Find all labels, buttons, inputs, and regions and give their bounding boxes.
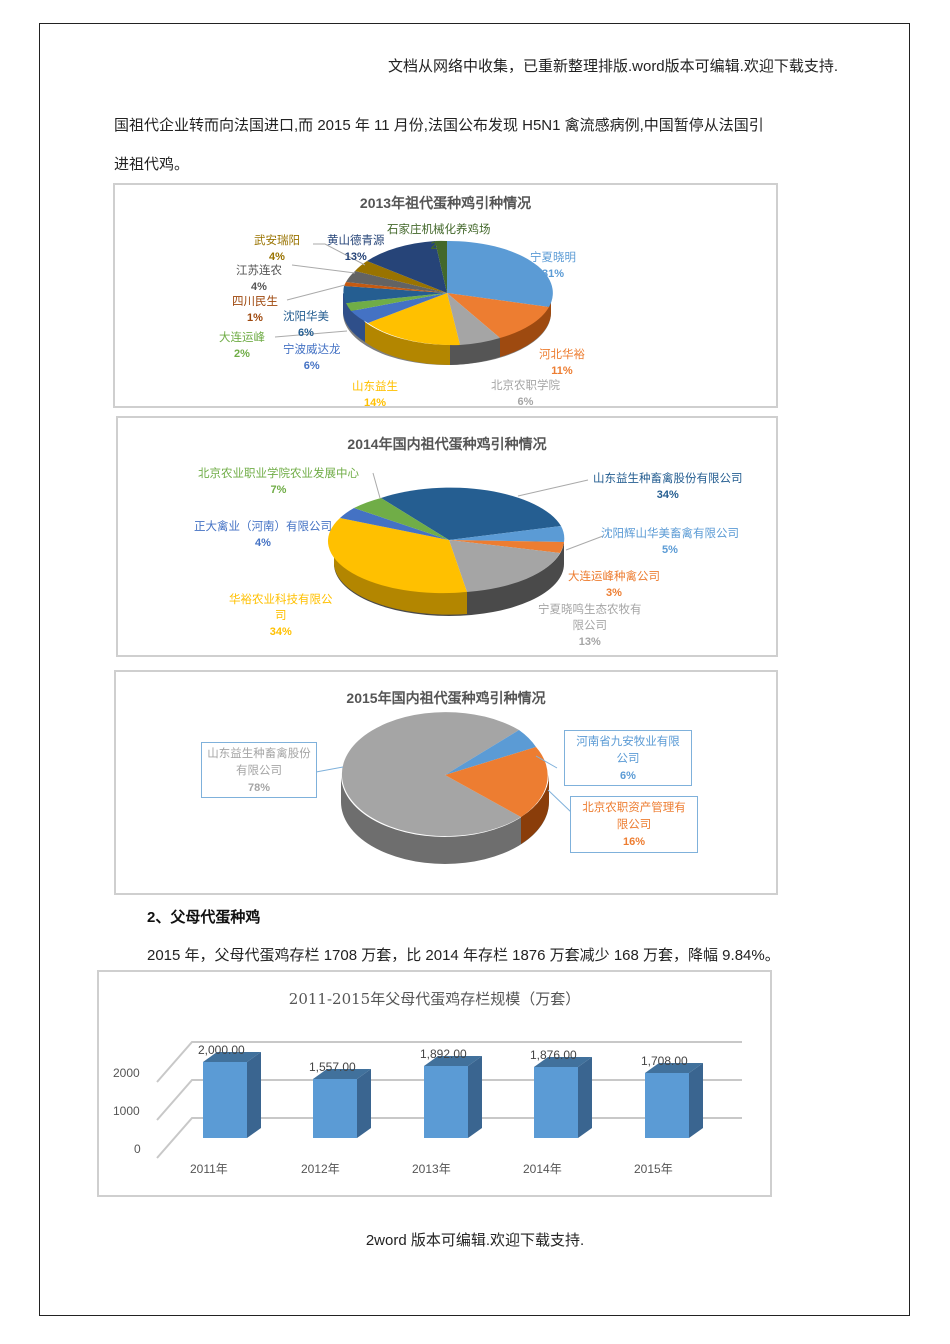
pie-label: 华裕农业科技有限公司 34% bbox=[229, 594, 333, 638]
pie-label: 武安瑞阳 4% bbox=[254, 235, 300, 263]
pie-label: 正大禽业（河南）有限公司 4% bbox=[194, 521, 332, 549]
footer-note: 2word 版本可编辑.欢迎下载支持. bbox=[365, 1232, 585, 1249]
pie-chart-2014: 2014年国内祖代蛋种鸡引种情况 北京农业职业学院农业发展中心 7% 正大禽业（河… bbox=[116, 416, 778, 657]
y-tick: 0 bbox=[134, 1142, 141, 1156]
pie-graphic bbox=[327, 472, 604, 616]
pie-label: 宁波威达龙 6% bbox=[283, 344, 341, 372]
pie-callout: 北京农职资产管理有 限公司 16% bbox=[570, 796, 698, 853]
pie-label: 石家庄机械化养鸡场 2% bbox=[387, 224, 491, 252]
pie-label: 宁夏晓明 31% bbox=[530, 252, 576, 280]
pie-label: 黄山德青源 13% bbox=[327, 235, 385, 263]
pie-label: 沈阳辉山华美畜禽有限公司 5% bbox=[601, 528, 739, 556]
pie-callout: 山东益生种畜禽股份 有限公司 78% bbox=[201, 742, 317, 798]
pie-label: 四川民生 1% bbox=[232, 296, 278, 324]
bar-value: 2,000.00 bbox=[198, 1043, 245, 1057]
pie-label: 河北华裕 11% bbox=[539, 349, 585, 377]
chart-title: 2013年祖代蛋种鸡引种情况 bbox=[359, 195, 532, 211]
pie-label: 沈阳华美 6% bbox=[283, 311, 329, 339]
pie-label: 大连运峰 2% bbox=[219, 332, 265, 360]
pie-label: 江苏连农 4% bbox=[236, 265, 282, 293]
bar-value: 1,557.00 bbox=[309, 1060, 356, 1074]
pie-label: 山东益生 14% bbox=[352, 381, 398, 409]
pie-chart-2015: 2015年国内祖代蛋种鸡引种情况 山东益生种畜禽股份 有限公司 78% 河南省九安牧… bbox=[114, 670, 778, 895]
y-tick: 2000 bbox=[113, 1066, 140, 1080]
paragraph-line: 2015 年，父母代蛋鸡存栏 1708 万套，比 2014 年存栏 1876 万… bbox=[147, 947, 780, 964]
pie-graphic bbox=[274, 240, 553, 365]
header-note: 文档从网络中收集，已重新整理排版.word版本可编辑.欢迎下载支持. bbox=[387, 58, 838, 75]
bar-chart: 2011-2015年父母代蛋鸡存栏规模（万套） bbox=[97, 970, 772, 1197]
bar-value: 1,708.00 bbox=[641, 1054, 688, 1068]
x-tick: 2013年 bbox=[412, 1162, 451, 1176]
paragraph-line: 进祖代鸡。 bbox=[114, 156, 190, 173]
chart-title: 2011-2015年父母代蛋鸡存栏规模（万套） bbox=[288, 990, 581, 1008]
x-tick: 2014年 bbox=[523, 1162, 562, 1176]
pie-chart-2013: 2013年祖代蛋种鸡引种情况 武安瑞阳 4% 黄山德青源 13% 石家庄机械化养鸡场… bbox=[113, 183, 778, 409]
section-heading: 2、父母代蛋种鸡 bbox=[147, 909, 261, 926]
paragraph-line: 国祖代企业转而向法国进口,而 2015 年 11 月份,法国公布发现 H5N1 … bbox=[114, 117, 764, 134]
pie-graphic bbox=[315, 712, 572, 864]
x-tick: 2012年 bbox=[301, 1162, 340, 1176]
chart-title: 2015年国内祖代蛋种鸡引种情况 bbox=[346, 690, 546, 706]
page-border bbox=[39, 23, 910, 1316]
bar-value: 1,876.00 bbox=[530, 1048, 577, 1062]
pie-label: 大连运峰种禽公司 3% bbox=[568, 571, 660, 599]
bar-graphic bbox=[156, 1041, 742, 1159]
bar-value: 1,892.00 bbox=[420, 1047, 467, 1061]
pie-label: 宁夏晓鸣生态农牧有 限公司 13% bbox=[538, 604, 642, 648]
pie-label: 北京农职学院 6% bbox=[491, 380, 560, 408]
chart-title: 2014年国内祖代蛋种鸡引种情况 bbox=[347, 436, 547, 452]
x-tick: 2015年 bbox=[634, 1162, 673, 1176]
pie-label: 山东益生种畜禽股份有限公司 34% bbox=[593, 473, 743, 501]
x-tick: 2011年 bbox=[190, 1162, 228, 1176]
pie-callout: 河南省九安牧业有限 公司 6% bbox=[564, 730, 692, 786]
y-tick: 1000 bbox=[113, 1104, 140, 1118]
pie-label: 北京农业职业学院农业发展中心 7% bbox=[198, 468, 359, 496]
